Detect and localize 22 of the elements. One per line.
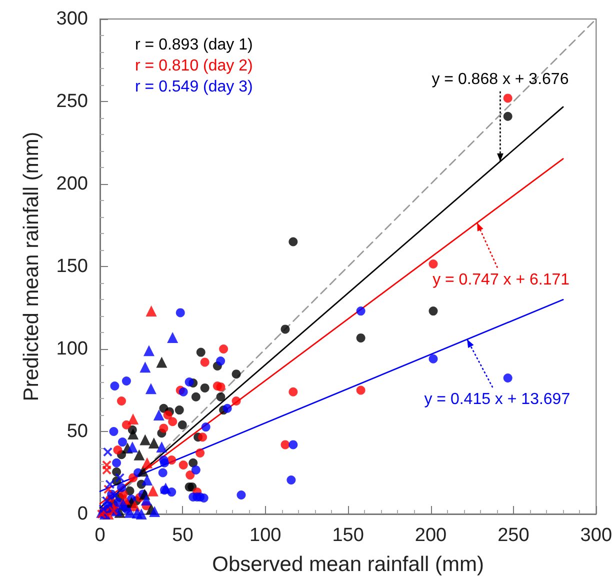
- x-tick-label: 0: [94, 525, 106, 546]
- annotation: y = 0.415 x + 13.697: [424, 390, 570, 408]
- annotation: y = 0.868 x + 3.676: [432, 70, 569, 88]
- annotation: y = 0.747 x + 6.171: [432, 271, 570, 288]
- x-axis-title: Observed mean rainfall (mm): [212, 553, 484, 576]
- y-tick-label: 150: [56, 256, 88, 277]
- x-tick-label: 200: [414, 525, 447, 546]
- y-tick-label: 300: [56, 8, 88, 30]
- x-tick-label: 150: [332, 525, 364, 546]
- y-tick-label: 0: [77, 504, 88, 524]
- y-tick-label: 250: [56, 91, 88, 112]
- y-tick-label: 50: [66, 421, 88, 442]
- y-axis-title: Predicted mean rainfall (mm): [20, 132, 43, 402]
- annotation: r = 0.549 (day 3): [135, 78, 253, 96]
- x-tick-label: 50: [172, 525, 194, 546]
- x-tick-label: 100: [250, 525, 282, 546]
- x-tick-label: 250: [498, 525, 530, 546]
- annotation: r = 0.893 (day 1): [135, 36, 253, 54]
- y-tick-label: 200: [56, 174, 88, 194]
- y-tick-label: 100: [56, 338, 88, 360]
- x-tick-label: 300: [580, 525, 612, 546]
- annotation: r = 0.810 (day 2): [135, 58, 253, 74]
